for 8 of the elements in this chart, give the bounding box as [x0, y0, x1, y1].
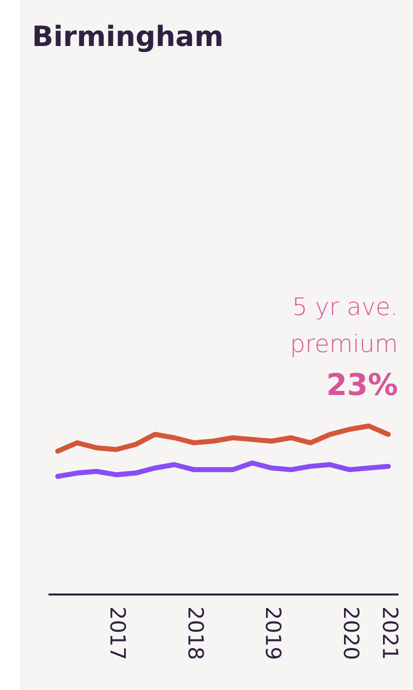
text: 23%: [326, 368, 398, 403]
text: 5 yr ave. premium: [290, 293, 398, 358]
x-tick-label: 2018: [183, 606, 208, 660]
x-tick-label: 2020: [338, 606, 363, 660]
x-tick-label: 2017: [106, 606, 130, 660]
x-tick-label: 2019: [261, 606, 286, 660]
x-tick-label: 2021: [378, 606, 402, 660]
chart-title: Birmingham: [32, 20, 224, 53]
